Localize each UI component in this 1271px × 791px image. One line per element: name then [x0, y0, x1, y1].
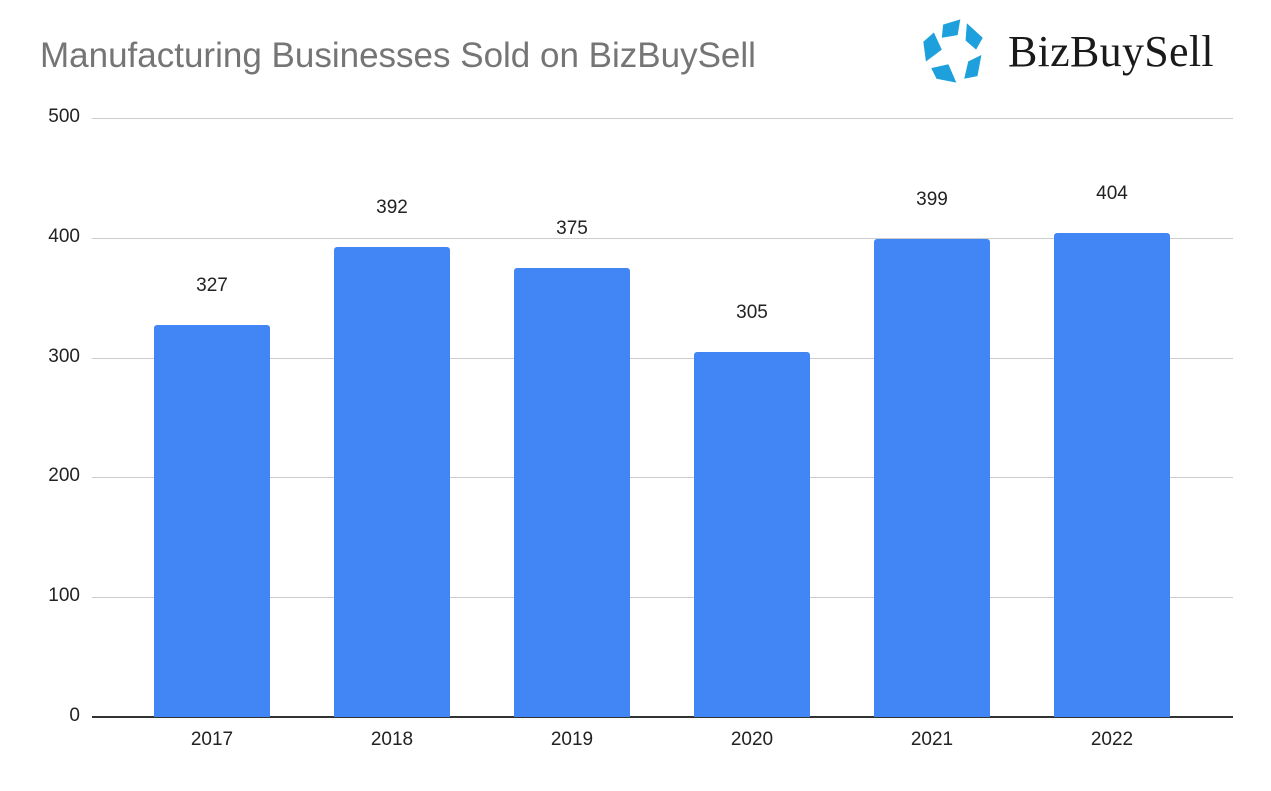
logo-text: BizBuySell: [1008, 26, 1214, 76]
y-tick-label: 200: [48, 465, 80, 487]
bar-2022[interactable]: [1054, 233, 1170, 717]
data-label: 327: [196, 275, 228, 297]
gridline: [92, 118, 1233, 119]
y-tick-label: 300: [48, 345, 80, 367]
x-tick-label: 2020: [730, 729, 774, 750]
bar-2018[interactable]: [334, 247, 450, 717]
data-label: 305: [736, 301, 768, 323]
y-tick-label: 400: [48, 225, 80, 247]
bizbuysell-logo: BizBuySell: [922, 18, 1214, 84]
x-tick-label: 2019: [550, 729, 594, 750]
x-tick-label: 2021: [910, 729, 954, 750]
data-label: 375: [556, 217, 588, 239]
plot-area: 327 392 375 305 399 404: [92, 118, 1233, 718]
data-label: 392: [376, 197, 408, 219]
bar-2019[interactable]: [514, 267, 630, 717]
data-label: 399: [916, 188, 948, 210]
bar-2021[interactable]: [874, 238, 990, 717]
y-tick-label: 0: [69, 705, 80, 726]
y-tick-label: 500: [48, 106, 80, 127]
x-axis-baseline: [92, 716, 1233, 718]
x-tick-label: 2018: [370, 729, 414, 750]
gridline: [92, 357, 1233, 359]
pentagon-star-icon: [923, 19, 983, 83]
gridline: [92, 597, 1233, 599]
y-tick-label: 100: [48, 585, 80, 607]
bar-2017[interactable]: [154, 325, 270, 717]
data-label: 404: [1096, 183, 1128, 204]
gridline: [92, 477, 1233, 479]
gridline: [92, 237, 1233, 239]
x-tick-label: 2022: [1090, 729, 1134, 750]
chart-title: Manufacturing Businesses Sold on BizBuyS…: [40, 36, 756, 75]
bar-2020[interactable]: [694, 351, 810, 717]
x-tick-label: 2017: [190, 729, 234, 750]
